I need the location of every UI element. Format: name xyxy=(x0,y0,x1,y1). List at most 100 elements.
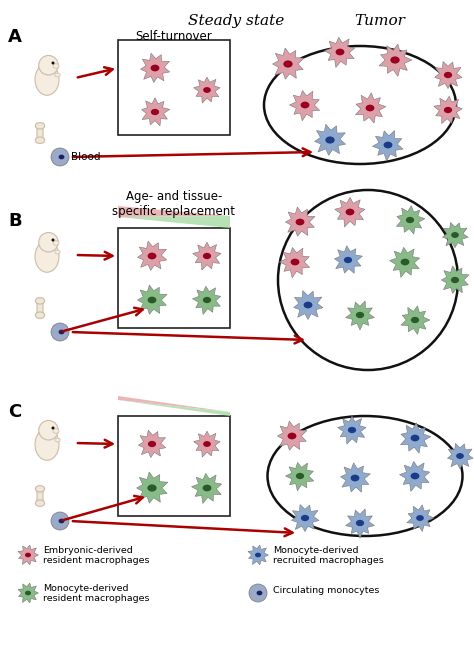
Ellipse shape xyxy=(296,473,304,479)
Ellipse shape xyxy=(456,453,464,459)
Polygon shape xyxy=(192,242,221,270)
Ellipse shape xyxy=(36,312,45,318)
Polygon shape xyxy=(118,400,230,416)
Polygon shape xyxy=(192,286,221,315)
Polygon shape xyxy=(441,266,469,294)
Ellipse shape xyxy=(288,433,296,439)
Ellipse shape xyxy=(35,429,59,460)
Polygon shape xyxy=(325,37,355,67)
Polygon shape xyxy=(277,421,307,450)
Ellipse shape xyxy=(444,72,452,78)
Text: Tumor: Tumor xyxy=(355,14,405,28)
Circle shape xyxy=(278,190,458,370)
Text: B: B xyxy=(8,212,22,230)
Polygon shape xyxy=(290,90,319,121)
Polygon shape xyxy=(18,583,38,603)
Ellipse shape xyxy=(444,107,452,113)
Polygon shape xyxy=(356,93,386,123)
Polygon shape xyxy=(335,246,363,273)
Text: Circulating monocytes: Circulating monocytes xyxy=(273,586,379,595)
Text: Age- and tissue-
specific replacement: Age- and tissue- specific replacement xyxy=(112,190,236,218)
Polygon shape xyxy=(315,124,346,156)
Circle shape xyxy=(39,233,58,252)
Ellipse shape xyxy=(148,441,156,447)
Circle shape xyxy=(52,61,55,65)
Ellipse shape xyxy=(203,441,211,447)
Polygon shape xyxy=(346,301,374,330)
Ellipse shape xyxy=(256,591,263,595)
Circle shape xyxy=(52,239,55,241)
Ellipse shape xyxy=(151,109,159,115)
Ellipse shape xyxy=(283,60,292,67)
Ellipse shape xyxy=(365,105,374,111)
Polygon shape xyxy=(373,131,403,161)
Circle shape xyxy=(39,56,58,75)
Ellipse shape xyxy=(255,553,261,557)
Ellipse shape xyxy=(264,46,456,164)
Text: Monocyte-derived
recruited macrophages: Monocyte-derived recruited macrophages xyxy=(273,546,384,566)
Ellipse shape xyxy=(35,241,59,272)
Ellipse shape xyxy=(451,277,459,283)
Polygon shape xyxy=(346,509,374,538)
Ellipse shape xyxy=(59,519,64,523)
Circle shape xyxy=(52,426,55,430)
Polygon shape xyxy=(292,504,319,532)
Polygon shape xyxy=(137,472,168,503)
Polygon shape xyxy=(390,247,419,277)
FancyBboxPatch shape xyxy=(37,300,43,316)
Text: Blood: Blood xyxy=(71,152,100,162)
Ellipse shape xyxy=(36,298,45,304)
Polygon shape xyxy=(407,505,434,532)
Ellipse shape xyxy=(36,122,45,129)
Ellipse shape xyxy=(203,87,211,93)
Ellipse shape xyxy=(55,438,60,442)
Ellipse shape xyxy=(147,252,156,260)
Ellipse shape xyxy=(348,427,356,433)
Polygon shape xyxy=(273,48,304,79)
Polygon shape xyxy=(193,431,220,457)
Ellipse shape xyxy=(410,435,419,441)
Ellipse shape xyxy=(147,297,156,303)
Ellipse shape xyxy=(53,429,59,433)
Ellipse shape xyxy=(304,301,312,308)
FancyBboxPatch shape xyxy=(37,126,43,141)
Bar xyxy=(118,228,230,328)
Polygon shape xyxy=(137,241,167,271)
Polygon shape xyxy=(191,473,222,504)
Ellipse shape xyxy=(55,73,60,77)
Polygon shape xyxy=(340,463,370,492)
Bar xyxy=(118,416,230,516)
Polygon shape xyxy=(18,545,38,565)
Polygon shape xyxy=(337,416,366,444)
Polygon shape xyxy=(396,206,425,234)
Polygon shape xyxy=(118,206,230,217)
Ellipse shape xyxy=(55,250,60,254)
Ellipse shape xyxy=(296,218,304,226)
Circle shape xyxy=(249,584,267,602)
Ellipse shape xyxy=(411,317,419,323)
Polygon shape xyxy=(140,53,170,82)
Polygon shape xyxy=(401,306,430,334)
Polygon shape xyxy=(118,396,230,412)
Ellipse shape xyxy=(203,253,211,259)
Polygon shape xyxy=(442,222,468,248)
Ellipse shape xyxy=(325,137,335,144)
Polygon shape xyxy=(137,285,167,315)
Ellipse shape xyxy=(356,312,364,318)
Ellipse shape xyxy=(36,137,45,143)
Ellipse shape xyxy=(36,500,45,506)
Ellipse shape xyxy=(301,101,310,109)
Polygon shape xyxy=(285,207,315,236)
Ellipse shape xyxy=(267,416,463,536)
Text: A: A xyxy=(8,28,22,46)
Ellipse shape xyxy=(36,485,45,492)
Polygon shape xyxy=(294,290,323,320)
Text: Steady state: Steady state xyxy=(188,14,284,28)
Polygon shape xyxy=(118,216,230,228)
Ellipse shape xyxy=(25,591,31,595)
Ellipse shape xyxy=(416,515,424,521)
Polygon shape xyxy=(285,462,314,490)
Circle shape xyxy=(51,512,69,530)
Polygon shape xyxy=(400,461,430,491)
Ellipse shape xyxy=(346,209,355,215)
